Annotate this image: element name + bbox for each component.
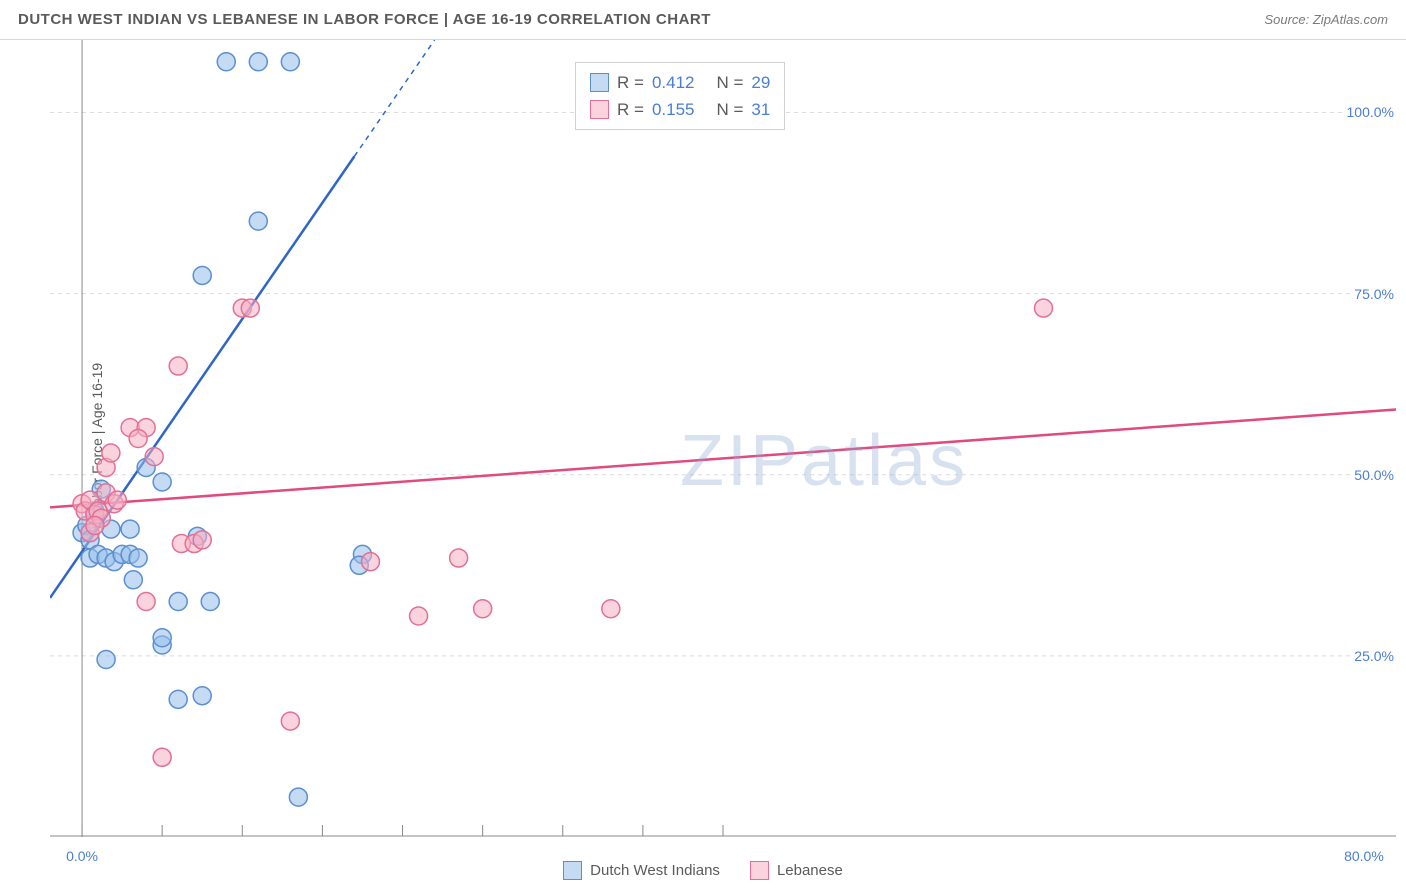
scatter-svg [50,40,1396,837]
y-tick-label: 100.0% [1345,104,1396,120]
title-bar: DUTCH WEST INDIAN VS LEBANESE IN LABOR F… [0,0,1406,40]
legend-swatch-icon [590,73,609,92]
stat-n-value: 31 [751,96,770,123]
stat-r-value: 0.412 [652,69,695,96]
stat-n-label: N = [716,69,743,96]
chart-title: DUTCH WEST INDIAN VS LEBANESE IN LABOR F… [18,11,711,28]
legend-swatch-icon [563,861,582,880]
legend-swatch-icon [590,100,609,119]
stat-r-label: R = [617,96,644,123]
stat-n-value: 29 [751,69,770,96]
legend-label: Dutch West Indians [590,862,720,879]
y-tick-label: 25.0% [1352,648,1396,664]
legend-item: Lebanese [750,861,843,880]
legend-item: Dutch West Indians [563,861,720,880]
y-tick-label: 75.0% [1352,286,1396,302]
stat-n-label: N = [716,96,743,123]
stat-r-value: 0.155 [652,96,695,123]
stat-r-label: R = [617,69,644,96]
chart-plot-area [50,40,1396,837]
stats-row: R = 0.155 N = 31 [590,96,770,123]
legend-swatch-icon [750,861,769,880]
y-tick-label: 50.0% [1352,467,1396,483]
source-attribution: Source: ZipAtlas.com [1264,12,1388,27]
stats-row: R = 0.412 N = 29 [590,69,770,96]
correlation-stats-box: R = 0.412 N = 29 R = 0.155 N = 31 [575,62,785,130]
bottom-legend: Dutch West Indians Lebanese [0,861,1406,880]
legend-label: Lebanese [777,862,843,879]
